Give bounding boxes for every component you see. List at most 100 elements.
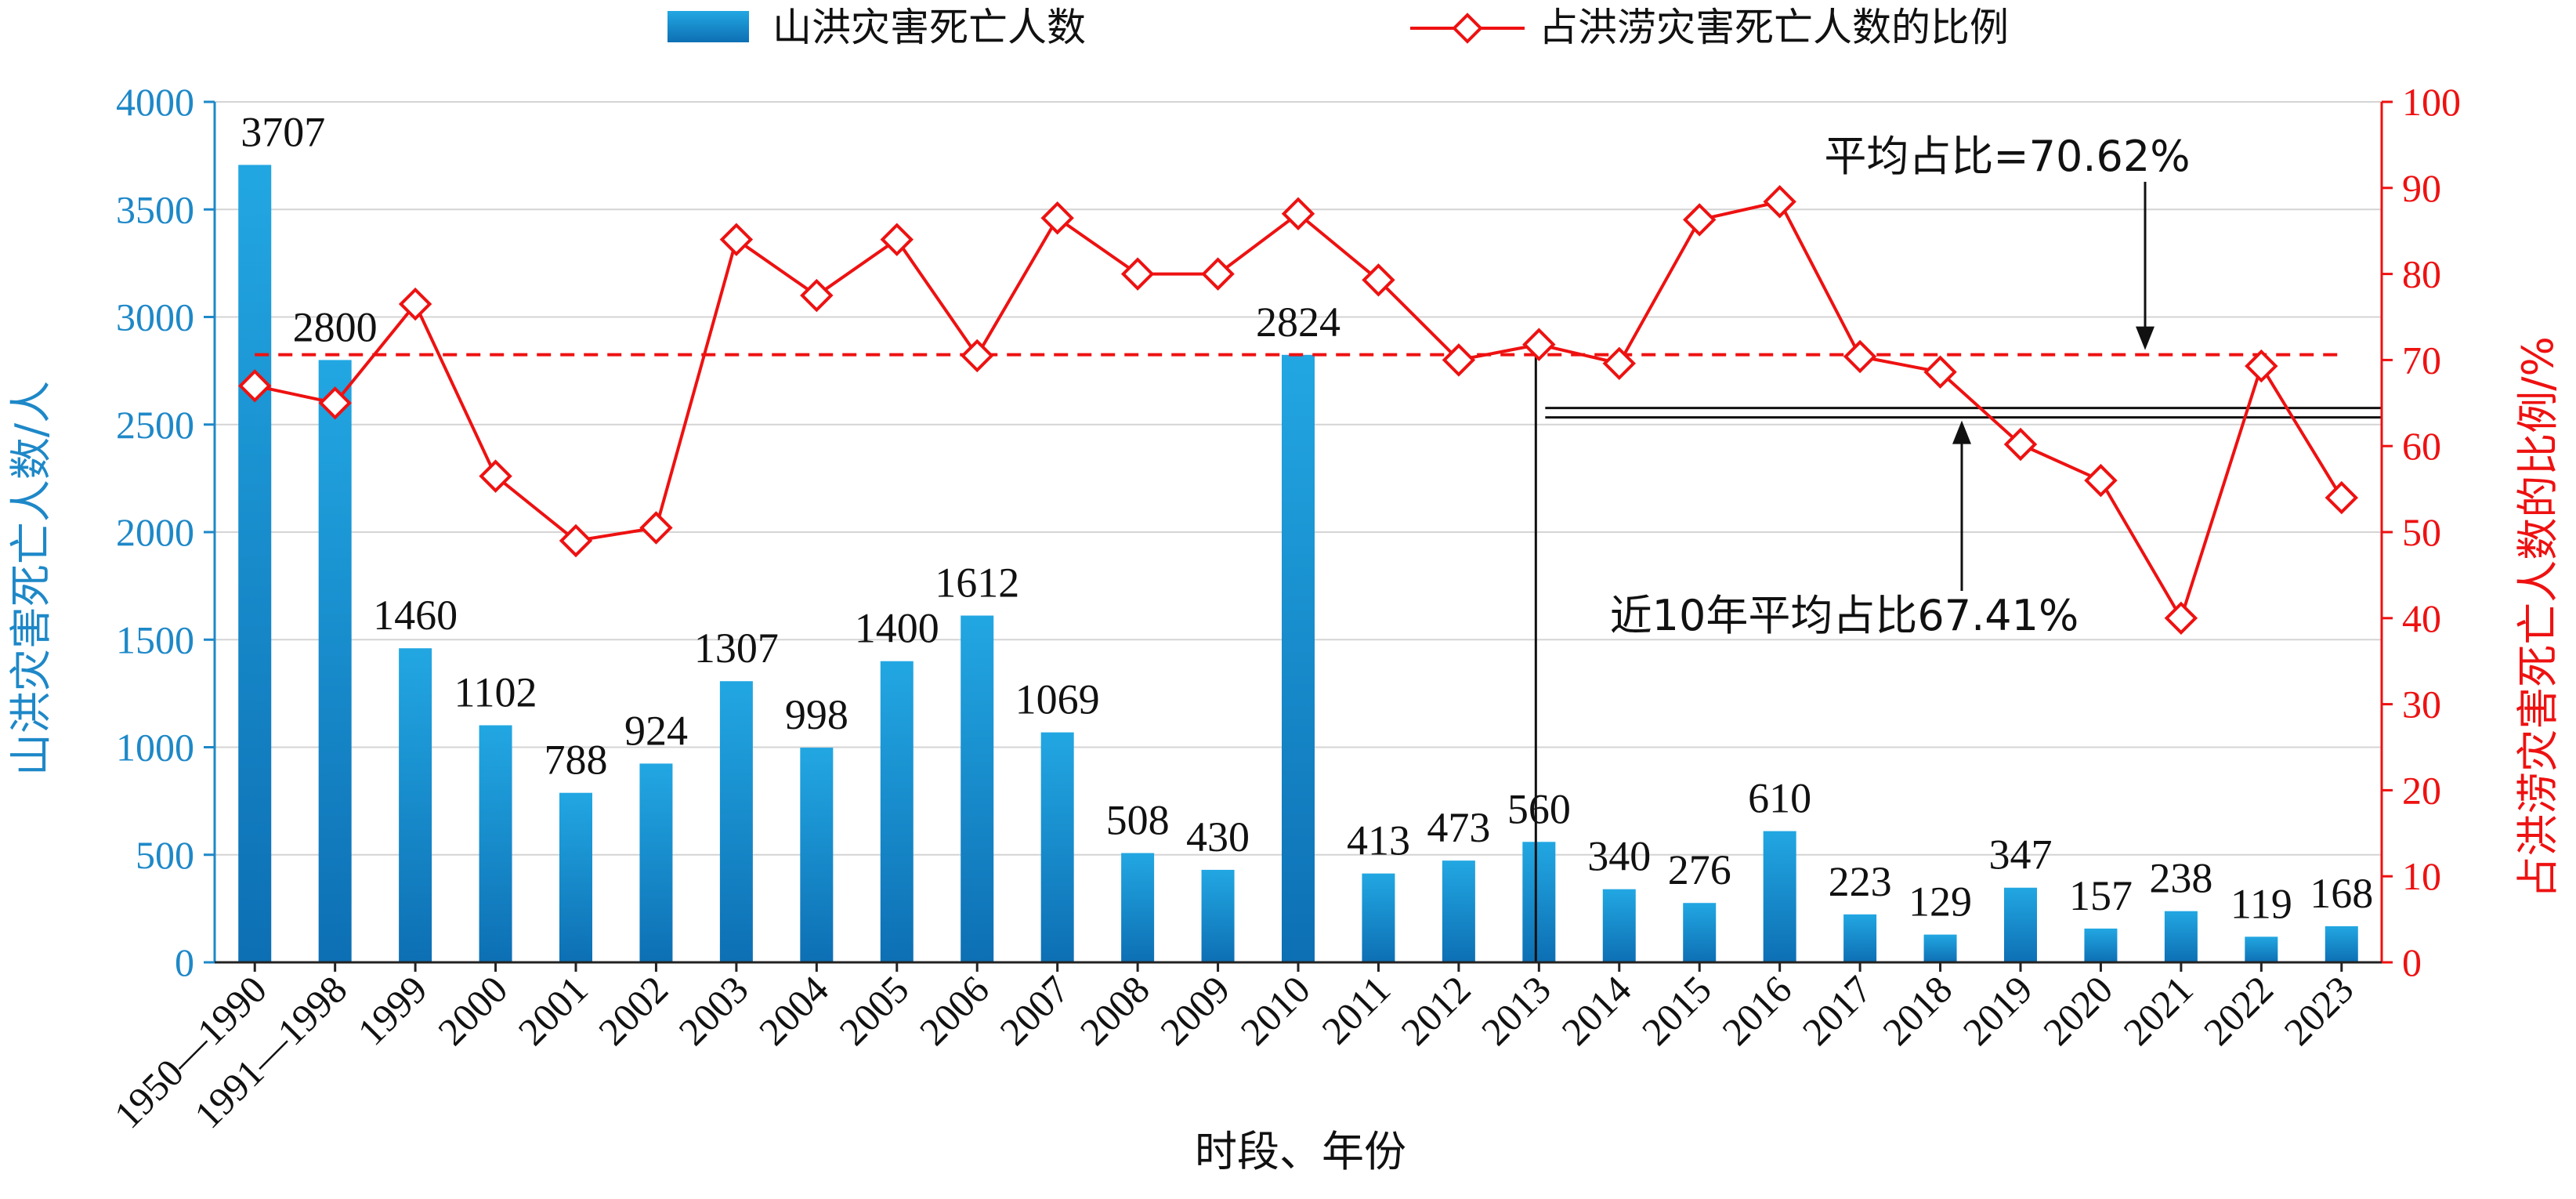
legend-line-label: 占洪涝灾害死亡人数的比例	[1539, 5, 2009, 50]
legend: 山洪灾害死亡人数 占洪涝灾害死亡人数的比例	[668, 5, 2009, 50]
recent-avg-arrow-head	[1952, 420, 1971, 444]
y-right-tick-label: 60	[2402, 424, 2441, 468]
bar	[880, 661, 914, 962]
bar-data-label: 3707	[241, 108, 325, 155]
y-right-tick-label: 30	[2402, 683, 2441, 726]
y-left-tick-label: 4000	[116, 80, 194, 124]
legend-bar-label: 山洪灾害死亡人数	[772, 5, 1086, 50]
x-tick-label: 2006	[911, 967, 997, 1053]
bar-data-label: 413	[1347, 817, 1410, 864]
x-tick-label: 2020	[2035, 967, 2121, 1053]
y-left-tick-label: 2000	[116, 510, 194, 554]
x-tick-label: 2008	[1072, 967, 1158, 1053]
recent-avg-ratio-label: 近10年平均占比67.41%	[1610, 591, 2079, 640]
y-left-tick-label: 3500	[116, 187, 194, 231]
y-right-tick-label: 80	[2402, 252, 2441, 296]
bar	[2325, 926, 2358, 962]
bar-series	[238, 165, 2358, 963]
x-axis-title: 时段、年份	[1195, 1127, 1406, 1176]
ratio-point	[1923, 355, 1957, 389]
bar	[1121, 853, 1155, 962]
x-tick-label: 2013	[1473, 967, 1559, 1053]
ratio-point	[961, 339, 994, 373]
x-tick-label: 2015	[1634, 967, 1720, 1053]
ratio-point	[2164, 601, 2198, 636]
bar-data-label: 347	[1989, 831, 2053, 878]
ratio-point	[1281, 197, 1315, 230]
x-tick-label: 2010	[1232, 967, 1318, 1053]
bar-data-label: 1102	[454, 669, 537, 716]
x-tick-label: 2017	[1794, 967, 1880, 1053]
ratio-point	[719, 223, 754, 256]
bar	[2084, 928, 2118, 962]
bar	[2004, 887, 2037, 962]
ratio-point	[1602, 346, 1636, 381]
ratio-point	[639, 511, 673, 545]
bar	[238, 165, 272, 963]
bar-data-label: 1307	[694, 625, 779, 672]
ratio-point	[2084, 463, 2118, 498]
bar	[318, 360, 352, 962]
y-right-tick-label: 90	[2402, 166, 2441, 210]
ratio-point	[880, 223, 914, 256]
avg-arrow-head	[2136, 326, 2155, 350]
ratio-point	[1522, 328, 1556, 361]
ratio-point	[2245, 349, 2278, 383]
x-tick-label: 2005	[830, 967, 917, 1053]
x-tick-label: 2014	[1553, 967, 1639, 1053]
reference-lines	[255, 182, 2382, 962]
x-tick-label: 2018	[1874, 967, 1960, 1053]
bar-data-label: 1612	[935, 560, 1019, 607]
x-tick-label: 2004	[751, 967, 837, 1053]
ratio-point	[800, 278, 834, 313]
bar-data-label: 340	[1587, 833, 1651, 880]
ratio-point	[238, 369, 272, 403]
bar	[1602, 889, 1636, 962]
bar-data-label: 430	[1186, 813, 1250, 860]
bar-data-label: 168	[2310, 870, 2373, 917]
ratio-point	[2003, 427, 2038, 462]
bar	[1923, 934, 1957, 962]
bar-data-label: 788	[545, 737, 608, 784]
ratio-point	[1442, 343, 1476, 377]
ratio-point	[1120, 257, 1155, 291]
ratio-point	[1201, 257, 1235, 291]
bar-data-label: 276	[1668, 846, 1731, 893]
bar	[2164, 911, 2198, 962]
bar	[399, 648, 432, 962]
x-tick-label: 2000	[429, 967, 516, 1053]
ratio-point	[398, 287, 432, 321]
bar	[961, 615, 994, 962]
y-left-tick-label: 1000	[116, 726, 194, 770]
y-left-tick-label: 3000	[116, 295, 194, 339]
y-right-tick-label: 70	[2402, 338, 2441, 382]
bar-data-label: 223	[1829, 858, 1892, 905]
bar-data-label: 119	[2230, 880, 2292, 927]
y-right-tick-label: 100	[2402, 80, 2461, 124]
bar-data-label: 1069	[1015, 676, 1100, 723]
x-tick-label: 2009	[1152, 967, 1238, 1053]
x-tick-label: 2001	[509, 967, 595, 1053]
x-tick-label: 2019	[1954, 967, 2040, 1053]
bar	[639, 763, 673, 962]
x-tick-label: 2002	[590, 967, 676, 1053]
bar	[1040, 732, 1074, 962]
ratio-point	[1843, 339, 1877, 374]
y-right-tick-label: 20	[2402, 768, 2441, 812]
bar-data-label: 238	[2149, 855, 2212, 902]
bar	[1522, 842, 1556, 962]
ratio-point	[559, 523, 593, 558]
bar-data-label: 1400	[855, 605, 939, 652]
bar	[1843, 914, 1877, 962]
y-axis-left-title: 山洪灾害死亡人数/人	[6, 381, 56, 776]
bar	[479, 725, 512, 962]
ratio-point	[318, 386, 352, 420]
x-tick-label: 2021	[2115, 967, 2201, 1053]
y-left-tick-label: 0	[175, 940, 194, 984]
bar-data-label: 2824	[1256, 299, 1340, 346]
bar-data-label: 924	[624, 707, 688, 754]
ratio-point	[1683, 203, 1717, 237]
bar	[1282, 354, 1315, 962]
bar-data-label: 2800	[293, 303, 378, 350]
bar	[1683, 903, 1717, 962]
